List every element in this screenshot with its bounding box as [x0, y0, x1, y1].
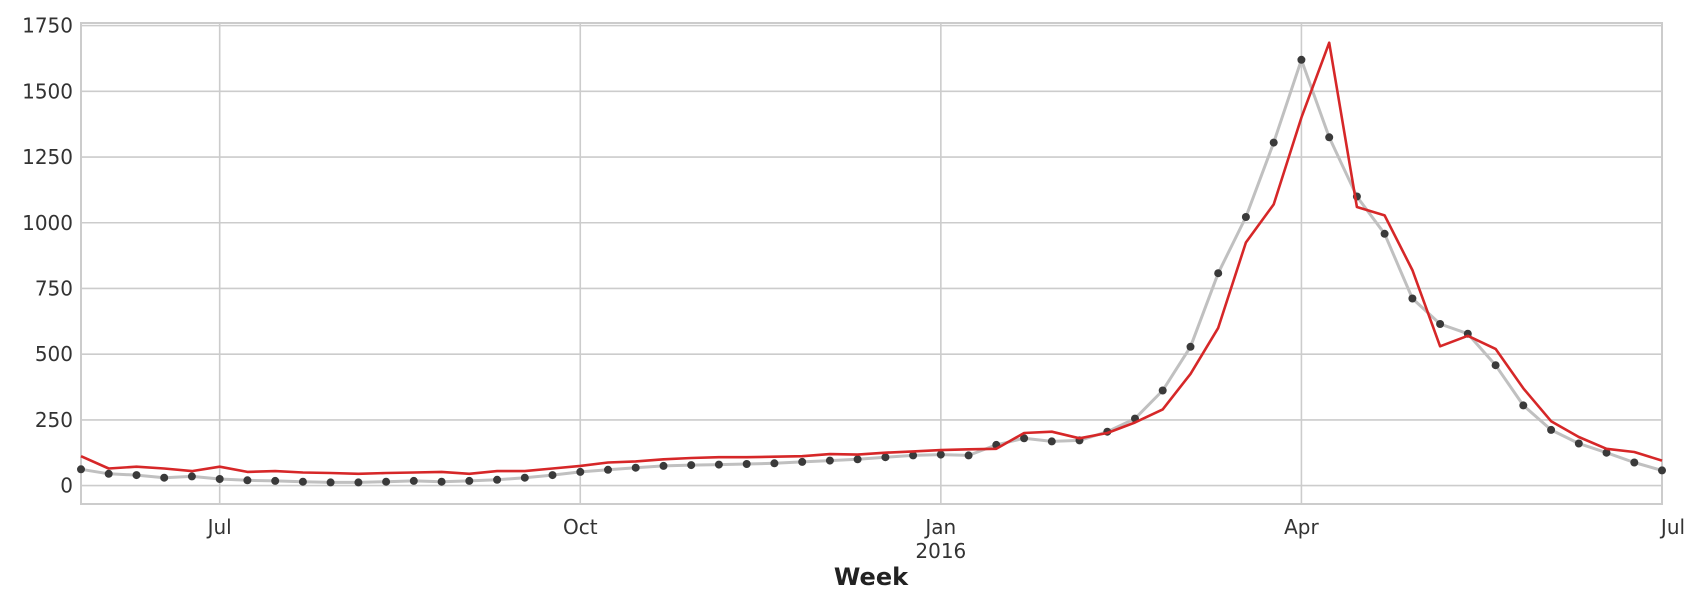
data-point — [1325, 133, 1334, 142]
y-tick-label: 250 — [35, 408, 73, 432]
y-tick-label: 1500 — [22, 79, 73, 103]
grid-lines — [81, 23, 1663, 504]
data-point — [298, 477, 307, 486]
data-point — [1574, 439, 1583, 448]
data-point — [1380, 229, 1389, 238]
data-point — [1408, 294, 1417, 303]
data-point — [881, 453, 890, 462]
data-point — [548, 471, 557, 480]
series-layer — [77, 41, 1666, 487]
x-axis-title: Week — [834, 563, 909, 591]
data-point — [909, 451, 918, 460]
data-point — [243, 476, 252, 485]
x-tick-sublabel: 2016 — [915, 539, 966, 563]
data-point — [354, 478, 363, 487]
data-point — [1436, 320, 1445, 328]
data-point — [770, 459, 779, 468]
data-point — [1269, 138, 1278, 147]
data-point — [1519, 401, 1528, 410]
data-point — [659, 461, 668, 470]
y-tick-label: 1250 — [22, 145, 73, 169]
data-point — [132, 471, 141, 480]
data-point — [936, 450, 945, 459]
data-point — [1020, 434, 1029, 443]
data-point — [326, 478, 335, 487]
data-point — [1658, 466, 1666, 475]
x-tick-label: Jul — [1659, 515, 1685, 539]
y-tick-label: 1750 — [22, 14, 73, 38]
data-point — [687, 461, 696, 470]
y-tick-label: 500 — [35, 342, 73, 366]
y-tick-label: 750 — [35, 276, 73, 300]
data-point — [493, 475, 502, 484]
data-point — [1158, 386, 1167, 395]
data-point — [104, 469, 113, 478]
y-axis-ticks: 0 250 500 750 1000 1250 1500 1750 — [22, 14, 73, 498]
y-tick-label: 0 — [60, 474, 73, 498]
data-point — [187, 472, 196, 481]
data-point — [798, 457, 807, 466]
data-point — [631, 463, 640, 472]
data-point — [271, 476, 280, 485]
data-point — [964, 451, 973, 460]
data-point — [160, 473, 169, 482]
data-point — [1602, 448, 1611, 457]
fitted-series-line — [80, 41, 1663, 476]
observed-series-line — [80, 58, 1663, 484]
data-point — [1297, 55, 1306, 64]
data-point — [1186, 342, 1195, 351]
y-tick-label: 1000 — [22, 211, 73, 235]
data-point — [1047, 437, 1056, 446]
x-tick-label: Apr — [1284, 515, 1319, 539]
data-point — [1630, 458, 1639, 467]
x-tick-label: Oct — [563, 515, 598, 539]
data-point — [1491, 361, 1500, 370]
x-tick-label: Jan — [923, 515, 956, 539]
data-point — [825, 456, 834, 465]
data-point — [409, 476, 418, 485]
data-point — [1241, 213, 1250, 221]
data-point — [437, 477, 446, 486]
x-tick-label: Jul — [206, 515, 232, 539]
data-point — [77, 465, 85, 474]
data-point — [382, 477, 391, 486]
data-point — [714, 460, 723, 469]
data-point — [1214, 269, 1223, 278]
plot-area — [80, 22, 1663, 505]
data-point — [1547, 425, 1556, 434]
data-point — [576, 467, 585, 476]
data-point — [853, 455, 862, 464]
data-point — [604, 465, 612, 474]
data-point — [215, 475, 224, 483]
data-point — [520, 473, 529, 482]
data-point — [465, 476, 474, 485]
data-point — [742, 460, 751, 468]
